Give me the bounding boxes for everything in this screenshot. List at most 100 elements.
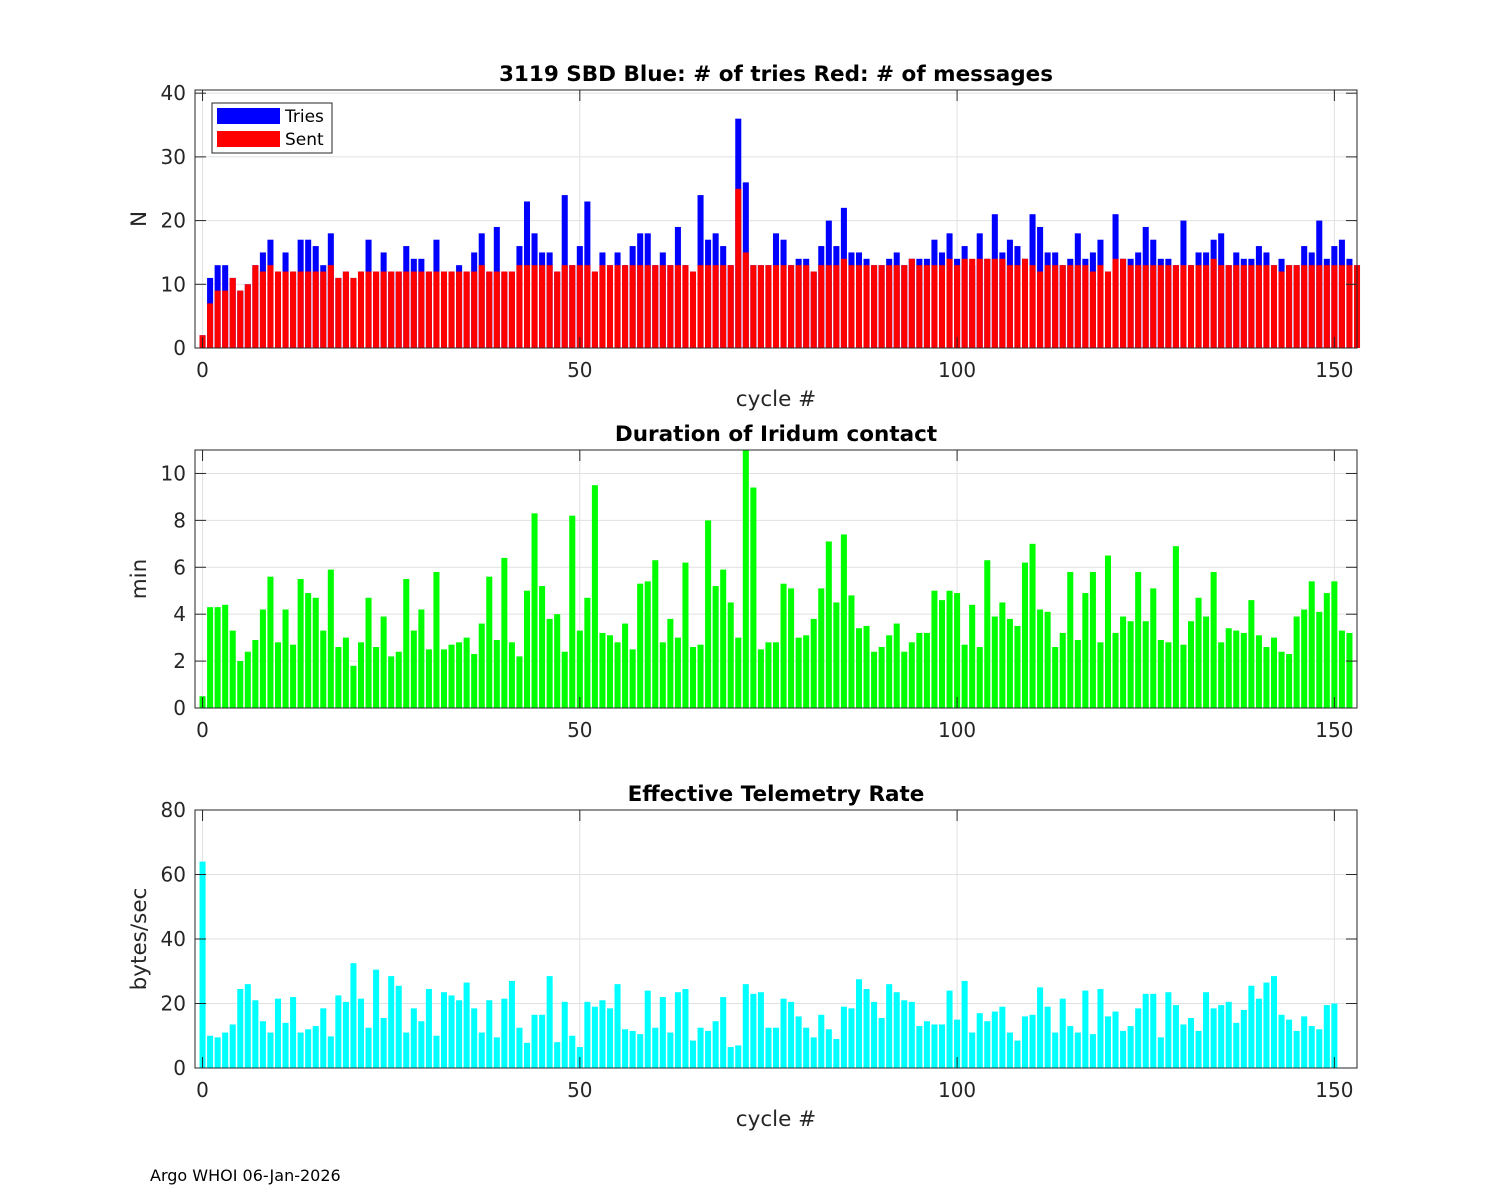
bar-duration <box>410 630 417 708</box>
bar-duration <box>772 642 780 708</box>
bar-rate <box>1142 993 1149 1068</box>
bar-sent <box>576 265 583 348</box>
bar-sent <box>546 265 553 348</box>
bar-rate <box>410 1008 417 1068</box>
bar-rate <box>938 1024 946 1068</box>
bar-sent <box>1059 265 1066 348</box>
bar-duration <box>923 632 930 708</box>
y-tick-label: 0 <box>173 1056 186 1080</box>
bar-duration <box>689 647 697 708</box>
bar-sent <box>1029 265 1036 348</box>
bar-rate <box>712 1021 719 1068</box>
bar-rate <box>1308 1026 1315 1068</box>
bar-duration <box>674 637 681 708</box>
bar-duration <box>931 590 938 708</box>
bar-rate <box>644 990 651 1068</box>
bar-rate <box>297 1032 304 1068</box>
bar-duration <box>810 618 817 708</box>
bar-rate <box>863 988 870 1068</box>
bar-duration <box>1059 632 1066 708</box>
bar-sent <box>335 277 342 348</box>
bar-duration <box>425 649 432 708</box>
bar-sent <box>222 290 229 348</box>
bar-rate <box>222 1032 229 1068</box>
bar-rate <box>697 1027 704 1068</box>
bar-sent <box>1014 265 1021 348</box>
bar-rate <box>1203 992 1210 1068</box>
bar-duration <box>622 623 629 708</box>
bar-duration <box>546 618 553 708</box>
bar-rate <box>1089 1034 1096 1068</box>
bar-rate <box>984 1021 991 1068</box>
bar-duration <box>418 609 425 708</box>
bar-rate <box>1323 1005 1330 1068</box>
bar-duration <box>1210 571 1217 708</box>
chart-panel-2: 0 50 100 150 0 2 4 6 8 10 Duration of Iridum conta… <box>127 422 1358 742</box>
bar-rate <box>531 1014 538 1068</box>
bar-duration <box>207 607 214 708</box>
bar-rate <box>493 1037 500 1068</box>
bar-rate <box>599 1000 606 1068</box>
bar-rate <box>908 1001 915 1068</box>
chart-panel-1: 0 50 100 150 0 10 20 30 40 3119 SBD Blue: # of tr… <box>127 62 1361 412</box>
bar-sent <box>614 265 621 348</box>
bar-sent <box>946 258 953 348</box>
bar-duration <box>969 604 976 708</box>
bar-rate <box>214 1037 221 1068</box>
bar-sent <box>1150 265 1157 348</box>
bar-rate <box>1286 1019 1293 1068</box>
y-tick-label: 20 <box>161 992 186 1016</box>
bar-sent <box>1135 265 1142 348</box>
bar-rate <box>305 1029 312 1068</box>
bar-sent <box>229 277 236 348</box>
bar-sent <box>1225 265 1232 348</box>
bar-duration <box>833 602 840 708</box>
bar-duration <box>1255 635 1262 708</box>
bar-duration <box>1278 651 1285 708</box>
bar-duration <box>357 642 365 708</box>
bar-sent <box>1263 265 1270 348</box>
bar-rate <box>584 1001 591 1068</box>
bar-duration <box>1006 618 1013 708</box>
bar-sent <box>1255 265 1262 348</box>
bar-duration <box>493 639 500 708</box>
footer-text: Argo WHOI 06-Jan-2026 <box>150 1166 341 1185</box>
bar-duration <box>871 651 878 708</box>
bar-sent <box>893 265 900 348</box>
bar-sent <box>1233 265 1240 348</box>
bar-duration <box>380 616 387 708</box>
bar-rate <box>916 1026 923 1068</box>
x-tick-label: 50 <box>567 718 592 742</box>
bar-sent <box>539 265 546 348</box>
bar-rate <box>1044 1006 1051 1068</box>
bar-rate <box>818 1014 825 1068</box>
bar-duration <box>765 642 772 708</box>
bar-rate <box>365 1027 372 1068</box>
bar-duration <box>999 602 1006 708</box>
bar-rate <box>886 984 893 1068</box>
bar-sent <box>637 265 644 348</box>
bar-rate <box>803 1027 810 1068</box>
bar-duration <box>569 515 576 708</box>
bar-duration <box>229 630 236 708</box>
bar-duration <box>1097 642 1104 708</box>
bar-sent <box>516 265 523 348</box>
bar-duration <box>252 639 259 708</box>
bar-duration <box>1233 630 1240 708</box>
bar-sent <box>1172 265 1179 348</box>
bar-rate <box>1210 1008 1217 1068</box>
y-axis-label: min <box>127 559 152 600</box>
bar-rate <box>1187 1018 1195 1068</box>
bar-rate <box>1263 982 1270 1068</box>
bar-sent <box>1112 258 1119 348</box>
bar-sent <box>1248 265 1255 348</box>
y-tick-label: 0 <box>173 336 186 360</box>
bar-rate <box>622 1029 629 1068</box>
bar-sent <box>1089 271 1096 348</box>
bar-sent <box>305 271 312 348</box>
bar-rate <box>1255 998 1262 1068</box>
bar-duration <box>954 593 961 708</box>
bar-sent <box>810 271 817 348</box>
bar-rate <box>516 1027 523 1068</box>
bar-rate <box>810 1037 817 1068</box>
